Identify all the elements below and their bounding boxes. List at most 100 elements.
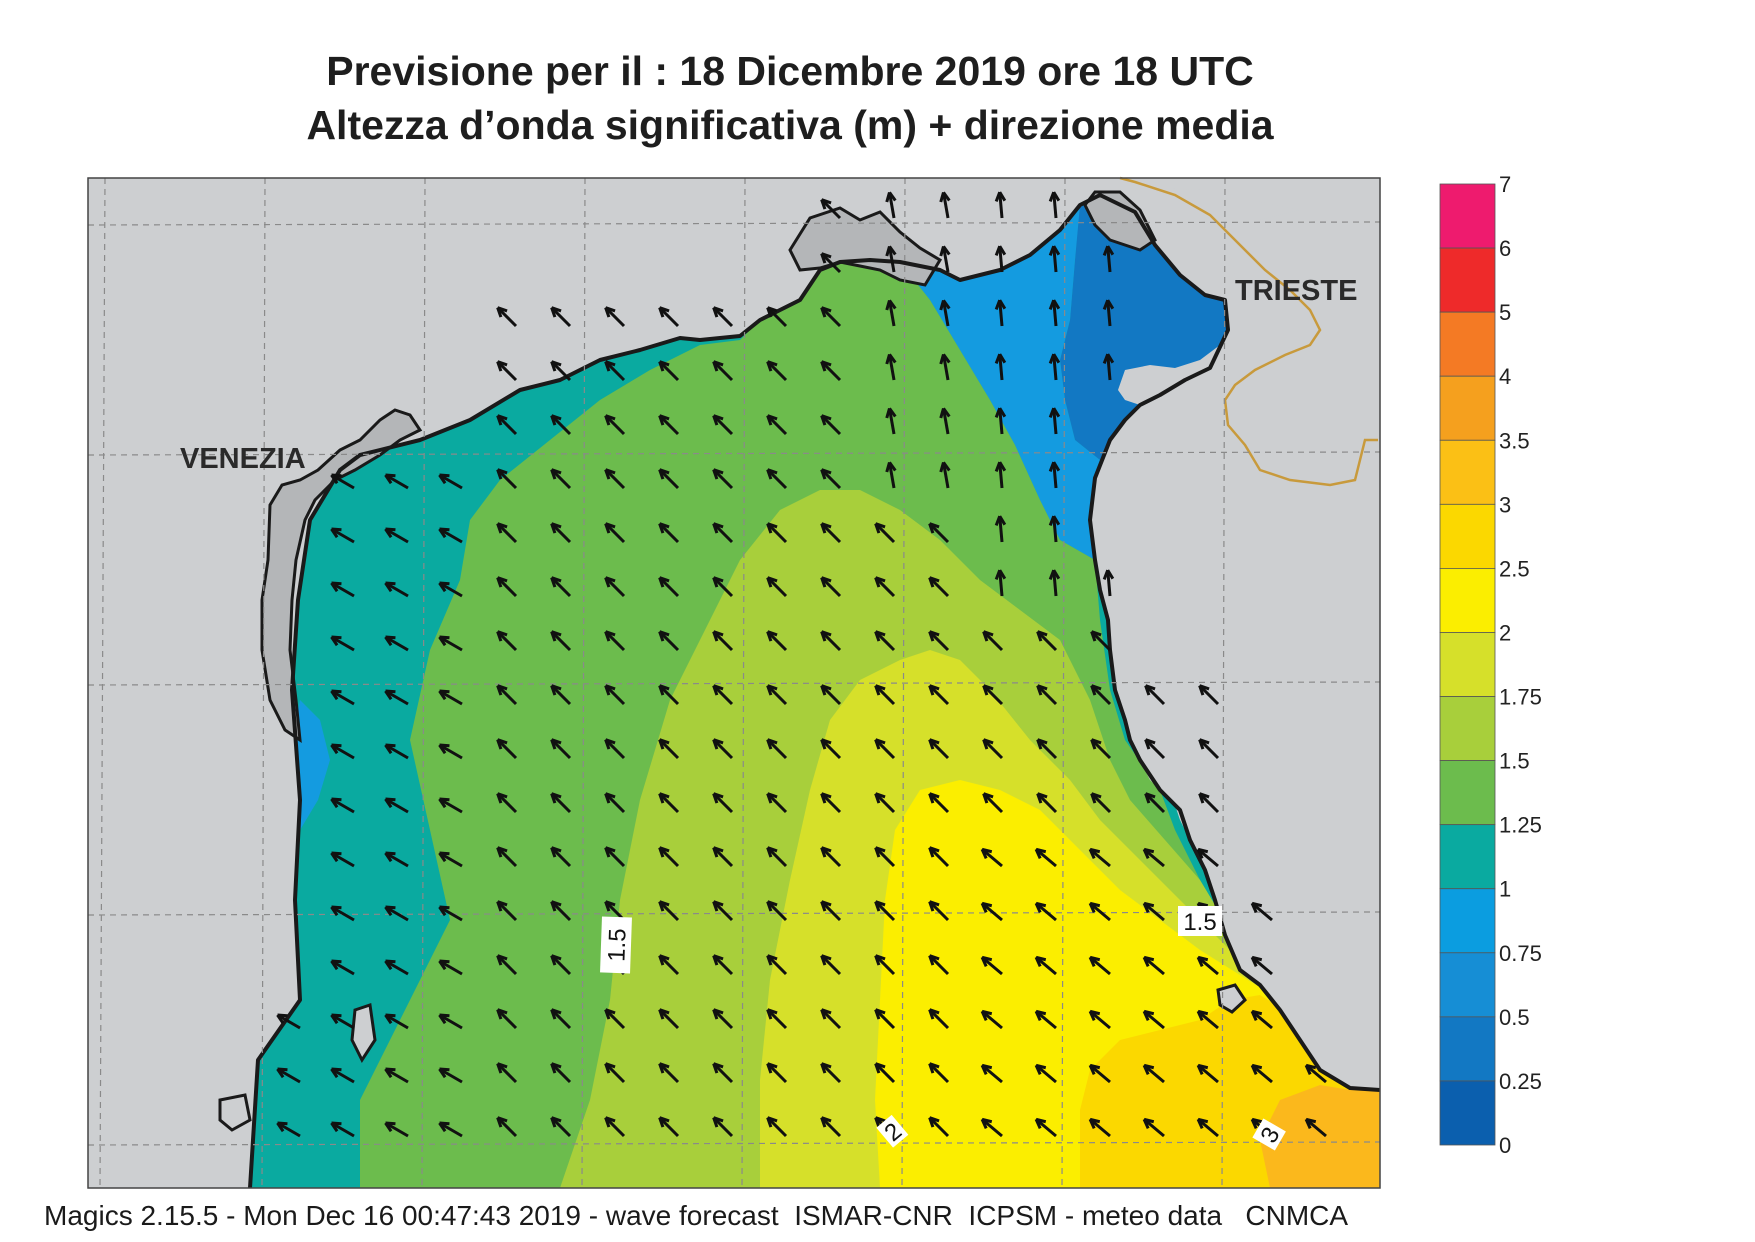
wave-direction-arrow-icon: [1052, 461, 1058, 489]
wave-direction-arrow-icon: [496, 954, 518, 976]
wave-direction-arrowhead-icon: [820, 954, 832, 966]
wave-direction-arrowhead-icon: [712, 576, 724, 588]
wave-direction-arrow-icon: [712, 414, 734, 436]
wave-direction-arrow-icon: [820, 792, 842, 814]
wave-direction-arrowhead-icon: [1142, 901, 1155, 914]
wave-direction-arrow-icon: [766, 684, 788, 706]
wave-direction-arrowhead-icon: [438, 1121, 450, 1133]
wave-direction-arrow-icon: [1035, 848, 1057, 868]
wave-direction-arrow-icon: [384, 689, 409, 706]
wave-direction-arrow-icon: [1052, 515, 1058, 543]
city-label-trieste: TRIESTE: [1235, 275, 1357, 307]
wave-direction-arrowhead-icon: [550, 900, 562, 912]
wave-direction-arrowhead-icon: [1048, 461, 1061, 472]
wave-direction-arrowhead-icon: [1090, 684, 1102, 696]
wave-direction-arrowhead-icon: [766, 684, 778, 696]
wave-direction-arrow-icon: [874, 1008, 896, 1030]
wave-direction-arrow-icon: [1143, 956, 1165, 976]
wave-direction-arrowhead-icon: [874, 1008, 886, 1020]
wave-direction-arrow-icon: [1089, 956, 1111, 976]
wave-direction-arrow-icon: [384, 1013, 409, 1030]
wave-direction-arrowhead-icon: [712, 1116, 724, 1128]
wave-direction-arrow-icon: [1144, 792, 1166, 814]
colorbar-swatch: [1439, 1016, 1496, 1082]
wave-direction-arrow-icon: [550, 468, 572, 490]
wave-direction-arrow-icon: [766, 738, 788, 760]
wave-direction-arrowhead-icon: [928, 1116, 940, 1128]
wave-direction-arrow-icon: [658, 684, 680, 706]
wave-direction-arrowhead-icon: [820, 684, 832, 696]
wave-direction-arrow-icon: [1143, 1118, 1165, 1138]
wave-direction-arrow-icon: [874, 846, 896, 868]
colorbar-swatch: [1439, 824, 1496, 890]
wave-direction-arrow-icon: [604, 306, 626, 328]
footer-credits: Magics 2.15.5 - Mon Dec 16 00:47:43 2019…: [44, 1200, 1349, 1231]
wave-direction-arrowhead-icon: [330, 581, 342, 593]
wave-direction-arrow-icon: [438, 581, 463, 598]
city-label-venezia: VENEZIA: [180, 443, 306, 475]
wave-direction-arrowhead-icon: [1142, 847, 1155, 860]
wave-direction-arrowhead-icon: [1142, 1063, 1155, 1076]
wave-direction-arrowhead-icon: [820, 738, 832, 750]
wave-direction-arrow-icon: [384, 905, 409, 922]
wave-direction-arrow-icon: [820, 1008, 842, 1030]
contour-label-right-text: 1.5: [1183, 909, 1216, 936]
wave-direction-arrow-icon: [1035, 902, 1057, 922]
wave-direction-arrowhead-icon: [994, 353, 1007, 364]
wave-direction-arrow-icon: [658, 738, 680, 760]
wave-direction-arrowhead-icon: [1144, 738, 1156, 750]
colorbar-tick-label: 6: [1499, 236, 1511, 261]
wave-direction-arrowhead-icon: [438, 689, 450, 701]
wave-direction-arrow-icon: [550, 684, 572, 706]
wave-direction-arrow-icon: [438, 1013, 463, 1030]
wave-direction-arrow-icon: [496, 576, 518, 598]
wave-direction-arrowhead-icon: [874, 792, 886, 804]
wave-direction-arrow-icon: [550, 1062, 572, 1084]
wave-direction-arrow-icon: [998, 191, 1004, 219]
wave-direction-arrowhead-icon: [330, 1013, 342, 1025]
wave-direction-arrowhead-icon: [658, 792, 670, 804]
wave-direction-arrowhead-icon: [604, 738, 616, 750]
wave-direction-arrow-icon: [766, 1008, 788, 1030]
colorbar-swatch: [1439, 1080, 1496, 1146]
wave-direction-arrow-icon: [550, 1116, 572, 1138]
wave-direction-arrow-icon: [820, 900, 842, 922]
wave-direction-arrowhead-icon: [550, 1062, 562, 1074]
wave-direction-arrow-icon: [658, 1008, 680, 1030]
wave-direction-arrowhead-icon: [1036, 792, 1048, 804]
wave-direction-arrowhead-icon: [496, 684, 508, 696]
colorbar-tick-label: 5: [1499, 300, 1511, 325]
wave-direction-arrowhead-icon: [1304, 1117, 1317, 1130]
wave-direction-arrow-icon: [384, 797, 409, 814]
wave-direction-arrow-icon: [330, 851, 355, 868]
wave-direction-arrowhead-icon: [766, 468, 778, 480]
wave-direction-arrow-icon: [820, 414, 842, 436]
wave-direction-arrow-icon: [1305, 1064, 1327, 1084]
wave-direction-arrowhead-icon: [496, 954, 508, 966]
wave-direction-arrowhead-icon: [928, 576, 940, 588]
wave-direction-arrowhead-icon: [276, 1013, 288, 1025]
wave-direction-arrowhead-icon: [330, 851, 342, 863]
wave-direction-arrow-icon: [820, 954, 842, 976]
wave-direction-arrowhead-icon: [496, 576, 508, 588]
wave-direction-arrowhead-icon: [550, 738, 562, 750]
wave-direction-arrow-icon: [712, 684, 734, 706]
wave-direction-arrowhead-icon: [1196, 1117, 1209, 1130]
colorbar-tick-label: 3.5: [1499, 428, 1530, 453]
wave-direction-arrowhead-icon: [550, 792, 562, 804]
wave-direction-arrow-icon: [712, 792, 734, 814]
wave-direction-arrow-icon: [384, 1067, 409, 1084]
wave-direction-arrowhead-icon: [820, 306, 832, 318]
wave-direction-arrowhead-icon: [496, 738, 508, 750]
colorbar-swatch: [1439, 311, 1496, 377]
wave-direction-arrowhead-icon: [980, 955, 993, 968]
wave-direction-arrow-icon: [874, 792, 896, 814]
wave-direction-arrowhead-icon: [276, 1121, 288, 1133]
wave-direction-arrowhead-icon: [939, 353, 951, 365]
wave-direction-arrow-icon: [1251, 956, 1273, 976]
state-border: [1119, 176, 1378, 487]
wave-direction-arrow-icon: [1251, 1064, 1273, 1084]
wave-direction-arrow-icon: [712, 900, 734, 922]
wave-direction-arrowhead-icon: [438, 1067, 450, 1079]
wave-direction-arrow-icon: [942, 192, 950, 219]
